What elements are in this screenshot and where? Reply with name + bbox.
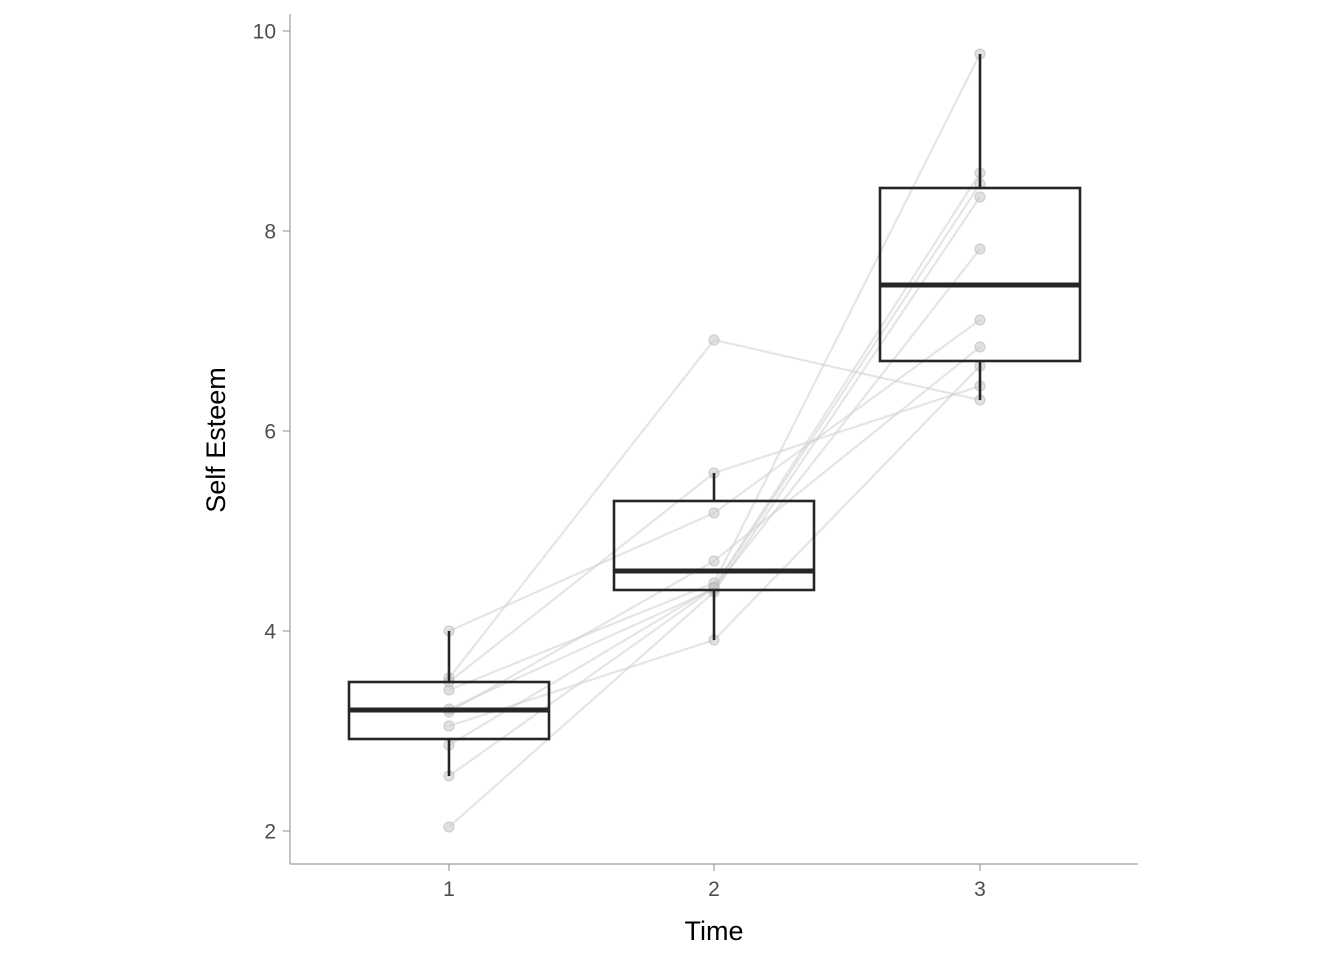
x-tick-label: 3 (974, 878, 986, 901)
subject-point (974, 243, 986, 255)
y-tick-label: 2 (264, 821, 276, 844)
subject-points (443, 48, 986, 833)
y-tick-label: 10 (253, 21, 276, 44)
subject-point (974, 191, 986, 203)
y-ticks: 2 4 6 8 10 (253, 21, 290, 844)
y-axis-title: Self Esteem (201, 367, 231, 513)
box (878, 186, 1082, 363)
subject-point (443, 720, 455, 732)
y-tick-label: 6 (264, 421, 276, 444)
subject-point (708, 507, 720, 519)
x-tick-label: 1 (443, 878, 455, 901)
subject-point (974, 341, 986, 353)
x-ticks: 1 2 3 (443, 864, 986, 901)
subject-point (443, 821, 455, 833)
x-tick-label: 2 (708, 878, 720, 901)
axes (289, 14, 1138, 865)
boxplots (347, 54, 1082, 776)
subject-line (448, 172, 981, 746)
box (612, 499, 816, 592)
subject-point (974, 314, 986, 326)
x-axis-title: Time (685, 916, 744, 946)
subject-point (708, 334, 720, 346)
subject-point (708, 555, 720, 567)
y-tick-label: 4 (264, 621, 276, 644)
y-tick-label: 8 (264, 221, 276, 244)
